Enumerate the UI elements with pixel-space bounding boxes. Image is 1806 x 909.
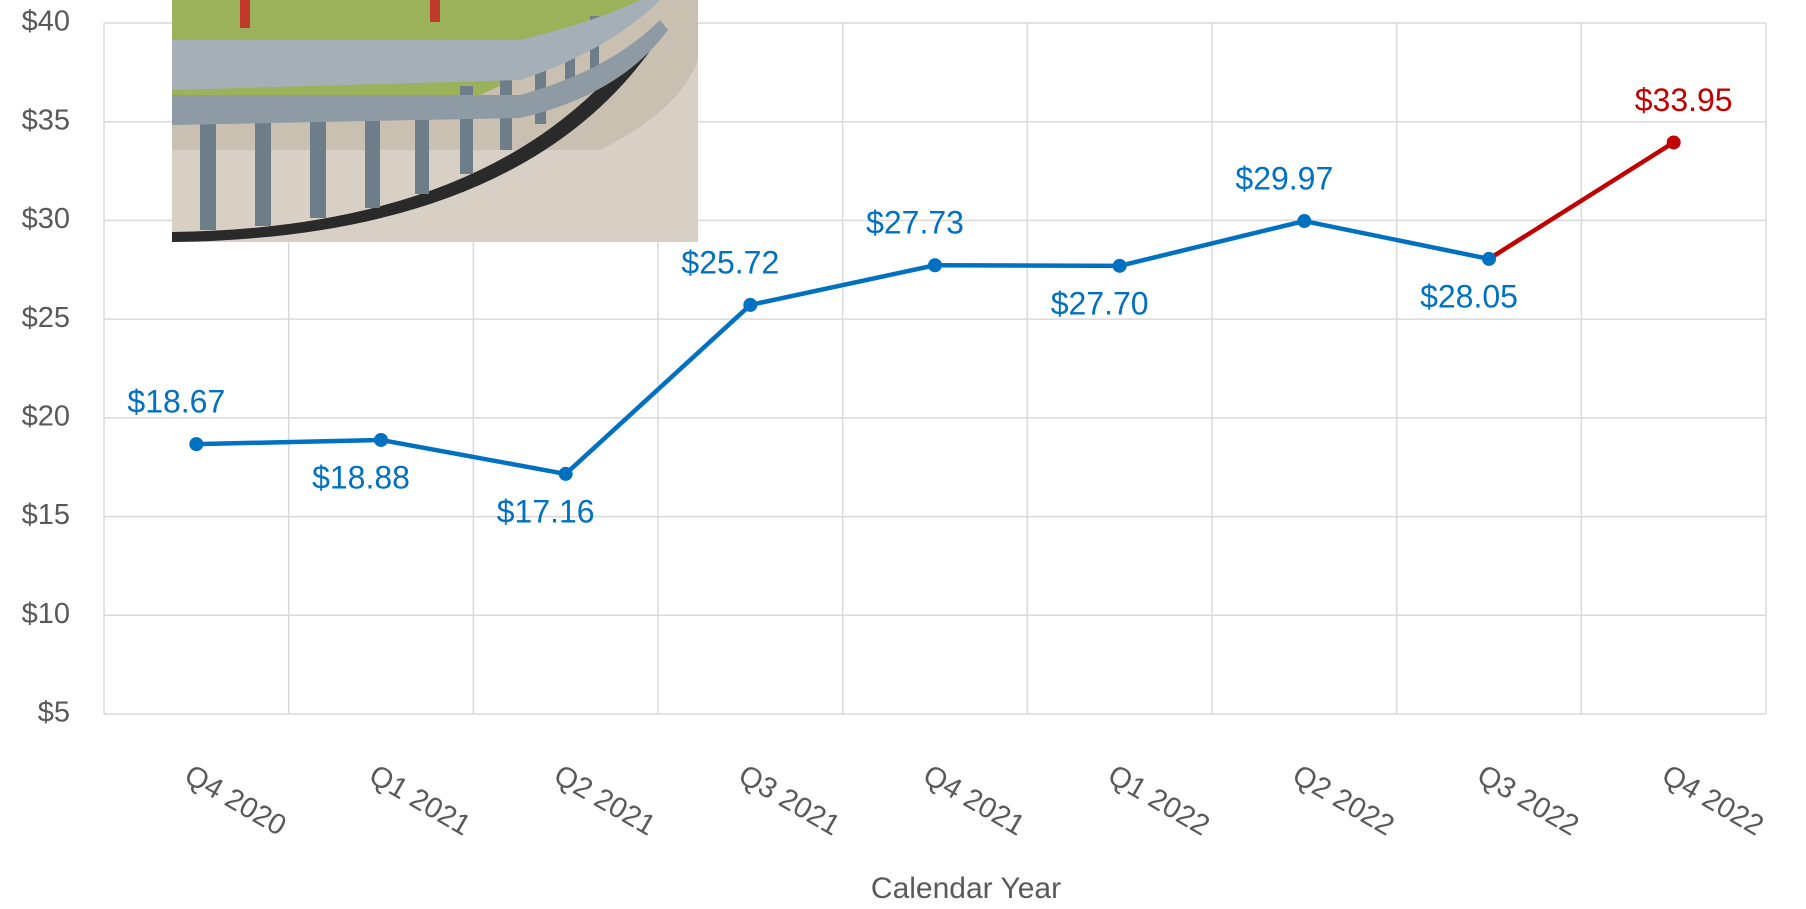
point [558,466,573,481]
line-segment [1302,218,1492,262]
data-label: $33.95 [1635,82,1733,118]
point [1297,214,1312,229]
y-tick-label: $5 [38,697,70,729]
point [928,258,942,273]
point [374,432,388,447]
data-label: $25.72 [681,244,779,280]
point [1112,258,1127,273]
x-tick-label: Q3 2022 [1472,759,1584,842]
point [1666,135,1681,150]
point [1482,251,1496,266]
data-label: $28.05 [1420,278,1518,314]
line-segment [1117,218,1307,269]
line-segment [378,437,568,477]
y-tick-label: $40 [22,6,70,38]
x-tick-label: Q2 2022 [1287,759,1399,842]
point [743,297,758,312]
y-tick-label: $30 [22,203,70,235]
x-axis-title: Calendar Year [871,872,1061,905]
y-tick-label: $20 [22,401,70,433]
x-tick-label: Q3 2021 [733,759,845,842]
x-tick-label: Q4 2020 [179,759,291,842]
y-tick-label: $15 [22,499,70,531]
x-tick-label: Q1 2022 [1102,759,1214,842]
x-tick-label: Q4 2022 [1656,759,1768,842]
point [189,437,204,452]
data-label: $27.73 [866,205,964,241]
y-tick-label: $25 [22,302,70,334]
guardrail-photo [172,0,698,242]
line-segment [932,262,1122,269]
data-label: $27.70 [1051,285,1149,321]
y-tick-label: $10 [22,598,70,630]
line-segment [748,262,938,308]
line-segment [563,302,753,477]
line-segment [1486,140,1676,262]
x-tick-label: Q1 2021 [364,759,476,842]
x-tick-label: Q2 2021 [548,759,660,842]
data-label: $18.88 [312,459,410,495]
data-label: $29.97 [1235,160,1333,196]
x-tick-label: Q4 2021 [918,759,1030,842]
y-tick-label: $35 [22,104,70,136]
line-segment [194,437,384,447]
data-label: $17.16 [497,493,595,529]
data-label: $18.67 [127,384,225,420]
